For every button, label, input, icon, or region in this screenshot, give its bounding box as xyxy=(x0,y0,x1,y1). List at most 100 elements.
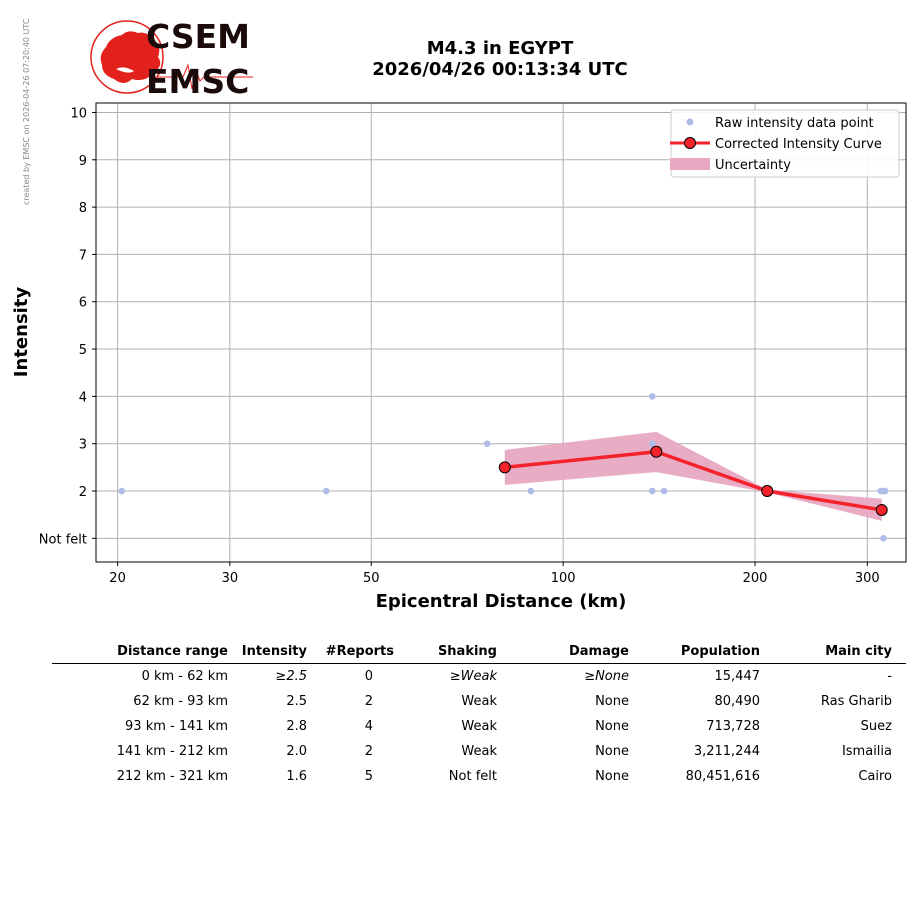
cell-city: Ismailia xyxy=(841,744,892,759)
logo-text-csem: CSEM xyxy=(146,17,250,56)
raw-data-point xyxy=(649,487,656,495)
raw-data-point xyxy=(880,535,887,542)
cell-population: 3,211,244 xyxy=(693,744,760,759)
tick-labels: 20 30 50 100 200 300 Not felt 2 3 4 5 6 7 8 9 10 xyxy=(39,106,880,586)
cell-shaking: Weak xyxy=(461,719,497,734)
plot-frame xyxy=(95,102,907,563)
cell-population: 713,728 xyxy=(706,719,760,734)
raw-data-point xyxy=(527,487,535,495)
x-tick-label: 100 xyxy=(551,571,576,586)
emsc-logo: CSEM EMSC xyxy=(88,17,258,101)
cell-population: 80,451,616 xyxy=(685,769,760,784)
table-row: 141 km - 212 km 2.0 2 Weak None 3,211,24… xyxy=(50,740,910,765)
y-tick-label: 2 xyxy=(79,485,87,500)
col-intensity-header: Intensity xyxy=(241,644,307,659)
legend-raw-label: Raw intensity data point xyxy=(715,116,874,131)
raw-data-point xyxy=(649,440,656,448)
x-tick-label: 20 xyxy=(109,571,126,586)
intensity-table: Distance range Intensity #Reports Shakin… xyxy=(50,640,910,790)
title-datetime: 2026/04/26 00:13:34 UTC xyxy=(372,59,628,80)
raw-data-point xyxy=(483,440,491,448)
y-tick-label: 5 xyxy=(79,343,87,358)
cell-shaking: Weak xyxy=(461,694,497,709)
cell-damage: None xyxy=(595,719,629,734)
curve-layer xyxy=(498,445,888,516)
cell-intensity: 1.6 xyxy=(286,769,307,784)
legend-uncertainty-swatch xyxy=(670,158,710,170)
cell-shaking: Not felt xyxy=(448,769,497,784)
cell-city: - xyxy=(887,669,892,684)
emsc-logo-graphic: CSEM EMSC xyxy=(90,17,253,101)
raw-data-point xyxy=(118,487,126,495)
y-tick-label: Not felt xyxy=(39,532,87,547)
cell-intensity: 2.8 xyxy=(286,719,307,734)
cell-reports: 2 xyxy=(364,694,373,709)
x-axis-label: Epicentral Distance (km) xyxy=(376,591,627,612)
legend-raw-marker xyxy=(686,118,694,126)
cell-distance: 0 km - 62 km xyxy=(141,669,228,684)
uncertainty-band-layer xyxy=(504,431,882,521)
corrected-intensity-line xyxy=(504,449,882,512)
curve-point xyxy=(875,503,888,516)
logo-text-emsc: EMSC xyxy=(146,62,249,99)
title-event: M4.3 in EGYPT xyxy=(426,38,574,59)
col-distance-header: Distance range xyxy=(117,644,228,659)
legend-curve-marker xyxy=(684,137,696,149)
cell-distance: 212 km - 321 km xyxy=(116,769,228,784)
cell-reports: 5 xyxy=(364,769,373,784)
y-tick-label: 4 xyxy=(79,390,87,405)
cell-shaking: Weak xyxy=(461,744,497,759)
curve-point xyxy=(498,461,511,474)
y-tick-label: 7 xyxy=(79,248,87,263)
x-tick-label: 200 xyxy=(743,571,768,586)
y-axis-label: Intensity xyxy=(11,287,32,378)
cell-reports: 2 xyxy=(364,744,373,759)
cell-reports: 0 xyxy=(364,669,373,684)
x-tick-label: 30 xyxy=(222,571,239,586)
raw-data-point xyxy=(322,487,330,495)
table-row: 212 km - 321 km 1.6 5 Not felt None 80,4… xyxy=(50,765,910,790)
uncertainty-band xyxy=(504,431,882,521)
cell-population: 80,490 xyxy=(714,694,761,709)
legend: Raw intensity data point Corrected Inten… xyxy=(670,109,900,178)
cell-intensity: 2.0 xyxy=(286,744,307,759)
curve-point xyxy=(761,485,774,498)
col-shaking-header: Shaking xyxy=(437,644,497,659)
cell-distance: 62 km - 93 km xyxy=(133,694,228,709)
x-tick-label: 300 xyxy=(855,571,880,586)
y-tick-label: 9 xyxy=(79,154,87,169)
cell-damage: None xyxy=(595,769,629,784)
table-row: 62 km - 93 km 2.5 2 Weak None 80,490 Ras… xyxy=(50,690,910,715)
cell-city: Suez xyxy=(860,719,892,734)
y-tick-label: 3 xyxy=(79,438,87,453)
raw-data-point xyxy=(881,487,889,495)
col-reports-header: #Reports xyxy=(325,644,394,659)
table-row: 93 km - 141 km 2.8 4 Weak None 713,728 S… xyxy=(50,715,910,740)
cell-damage: None xyxy=(595,694,629,709)
cell-population: 15,447 xyxy=(714,669,761,684)
cell-city: Ras Gharib xyxy=(820,694,892,709)
intensity-chart: 20 30 50 100 200 300 Not felt 2 3 4 5 6 7 8 9 10 Epicen… xyxy=(11,102,907,612)
x-tick-label: 50 xyxy=(363,571,380,586)
legend-uncertainty-label: Uncertainty xyxy=(715,158,791,173)
y-tick-label: 10 xyxy=(70,106,87,121)
raw-points-layer xyxy=(118,393,889,542)
cell-damage: None xyxy=(595,744,629,759)
col-damage-header: Damage xyxy=(568,644,629,659)
col-population-header: Population xyxy=(680,644,760,659)
raw-data-point xyxy=(660,487,668,495)
curve-point xyxy=(650,445,663,458)
cell-reports: 4 xyxy=(364,719,373,734)
cell-intensity: 2.5 xyxy=(286,694,307,709)
cell-shaking: ≥Weak xyxy=(449,669,497,684)
table-row: 0 km - 62 km ≥2.5 0 ≥Weak ≥None 15,447 - xyxy=(50,665,910,690)
y-tick-label: 6 xyxy=(79,296,87,311)
legend-curve-label: Corrected Intensity Curve xyxy=(715,137,882,152)
cell-city: Cairo xyxy=(858,769,892,784)
y-tick-label: 8 xyxy=(79,201,87,216)
table-header-row: Distance range Intensity #Reports Shakin… xyxy=(50,640,910,665)
table-header-rule xyxy=(52,663,906,664)
cell-distance: 141 km - 212 km xyxy=(116,744,228,759)
cell-distance: 93 km - 141 km xyxy=(125,719,228,734)
raw-data-point xyxy=(649,393,656,400)
